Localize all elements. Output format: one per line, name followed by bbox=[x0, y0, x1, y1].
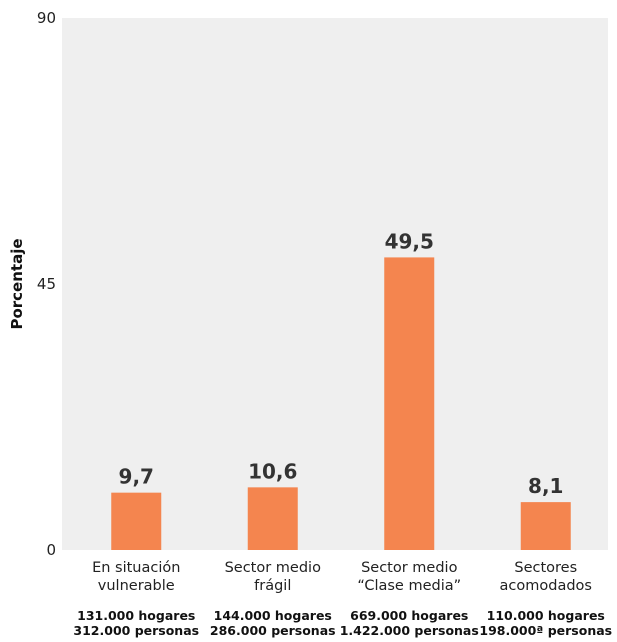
bar-note: 312.000 personas bbox=[73, 623, 199, 638]
category-labels: En situación vulnerable Sector medio frágil… bbox=[92, 560, 592, 594]
bar-note: 198.000ª personas bbox=[479, 623, 612, 638]
y-tick-label: 90 bbox=[37, 9, 56, 27]
x-tick-label: acomodados bbox=[500, 578, 592, 594]
bar-value-label: 8,1 bbox=[528, 474, 563, 498]
bar bbox=[384, 257, 435, 550]
bars: 9,7 10,6 49,5 8,1 bbox=[111, 229, 571, 550]
bar-note: 669.000 hogares bbox=[350, 608, 468, 623]
bar-note: 144.000 hogares bbox=[214, 608, 332, 623]
bar-value-label: 49,5 bbox=[385, 229, 434, 253]
y-tick-label: 45 bbox=[37, 275, 56, 293]
bar-note: 110.000 hogares bbox=[487, 608, 605, 623]
bar-note: 131.000 hogares bbox=[77, 608, 195, 623]
plot-area bbox=[62, 18, 608, 550]
bar-note: 1.422.000 personas bbox=[340, 623, 479, 638]
x-tick-label: frágil bbox=[254, 578, 291, 594]
x-tick-label: vulnerable bbox=[98, 578, 175, 594]
bar-value-label: 10,6 bbox=[248, 459, 297, 483]
y-axis: 0 45 90 bbox=[37, 9, 56, 559]
x-tick-label: En situación bbox=[92, 560, 180, 576]
x-tick-label: Sector medio bbox=[225, 560, 322, 576]
bar-note: 286.000 personas bbox=[210, 623, 336, 638]
y-tick-label: 0 bbox=[46, 541, 56, 559]
bar bbox=[111, 492, 162, 550]
bar-value-label: 9,7 bbox=[119, 465, 154, 489]
y-axis-label: Porcentaje bbox=[8, 238, 26, 329]
x-tick-label: “Clase media” bbox=[357, 578, 461, 594]
bar bbox=[247, 487, 298, 550]
x-tick-label: Sectores bbox=[514, 560, 577, 576]
bar bbox=[520, 502, 571, 550]
x-tick-label: Sector medio bbox=[361, 560, 458, 576]
